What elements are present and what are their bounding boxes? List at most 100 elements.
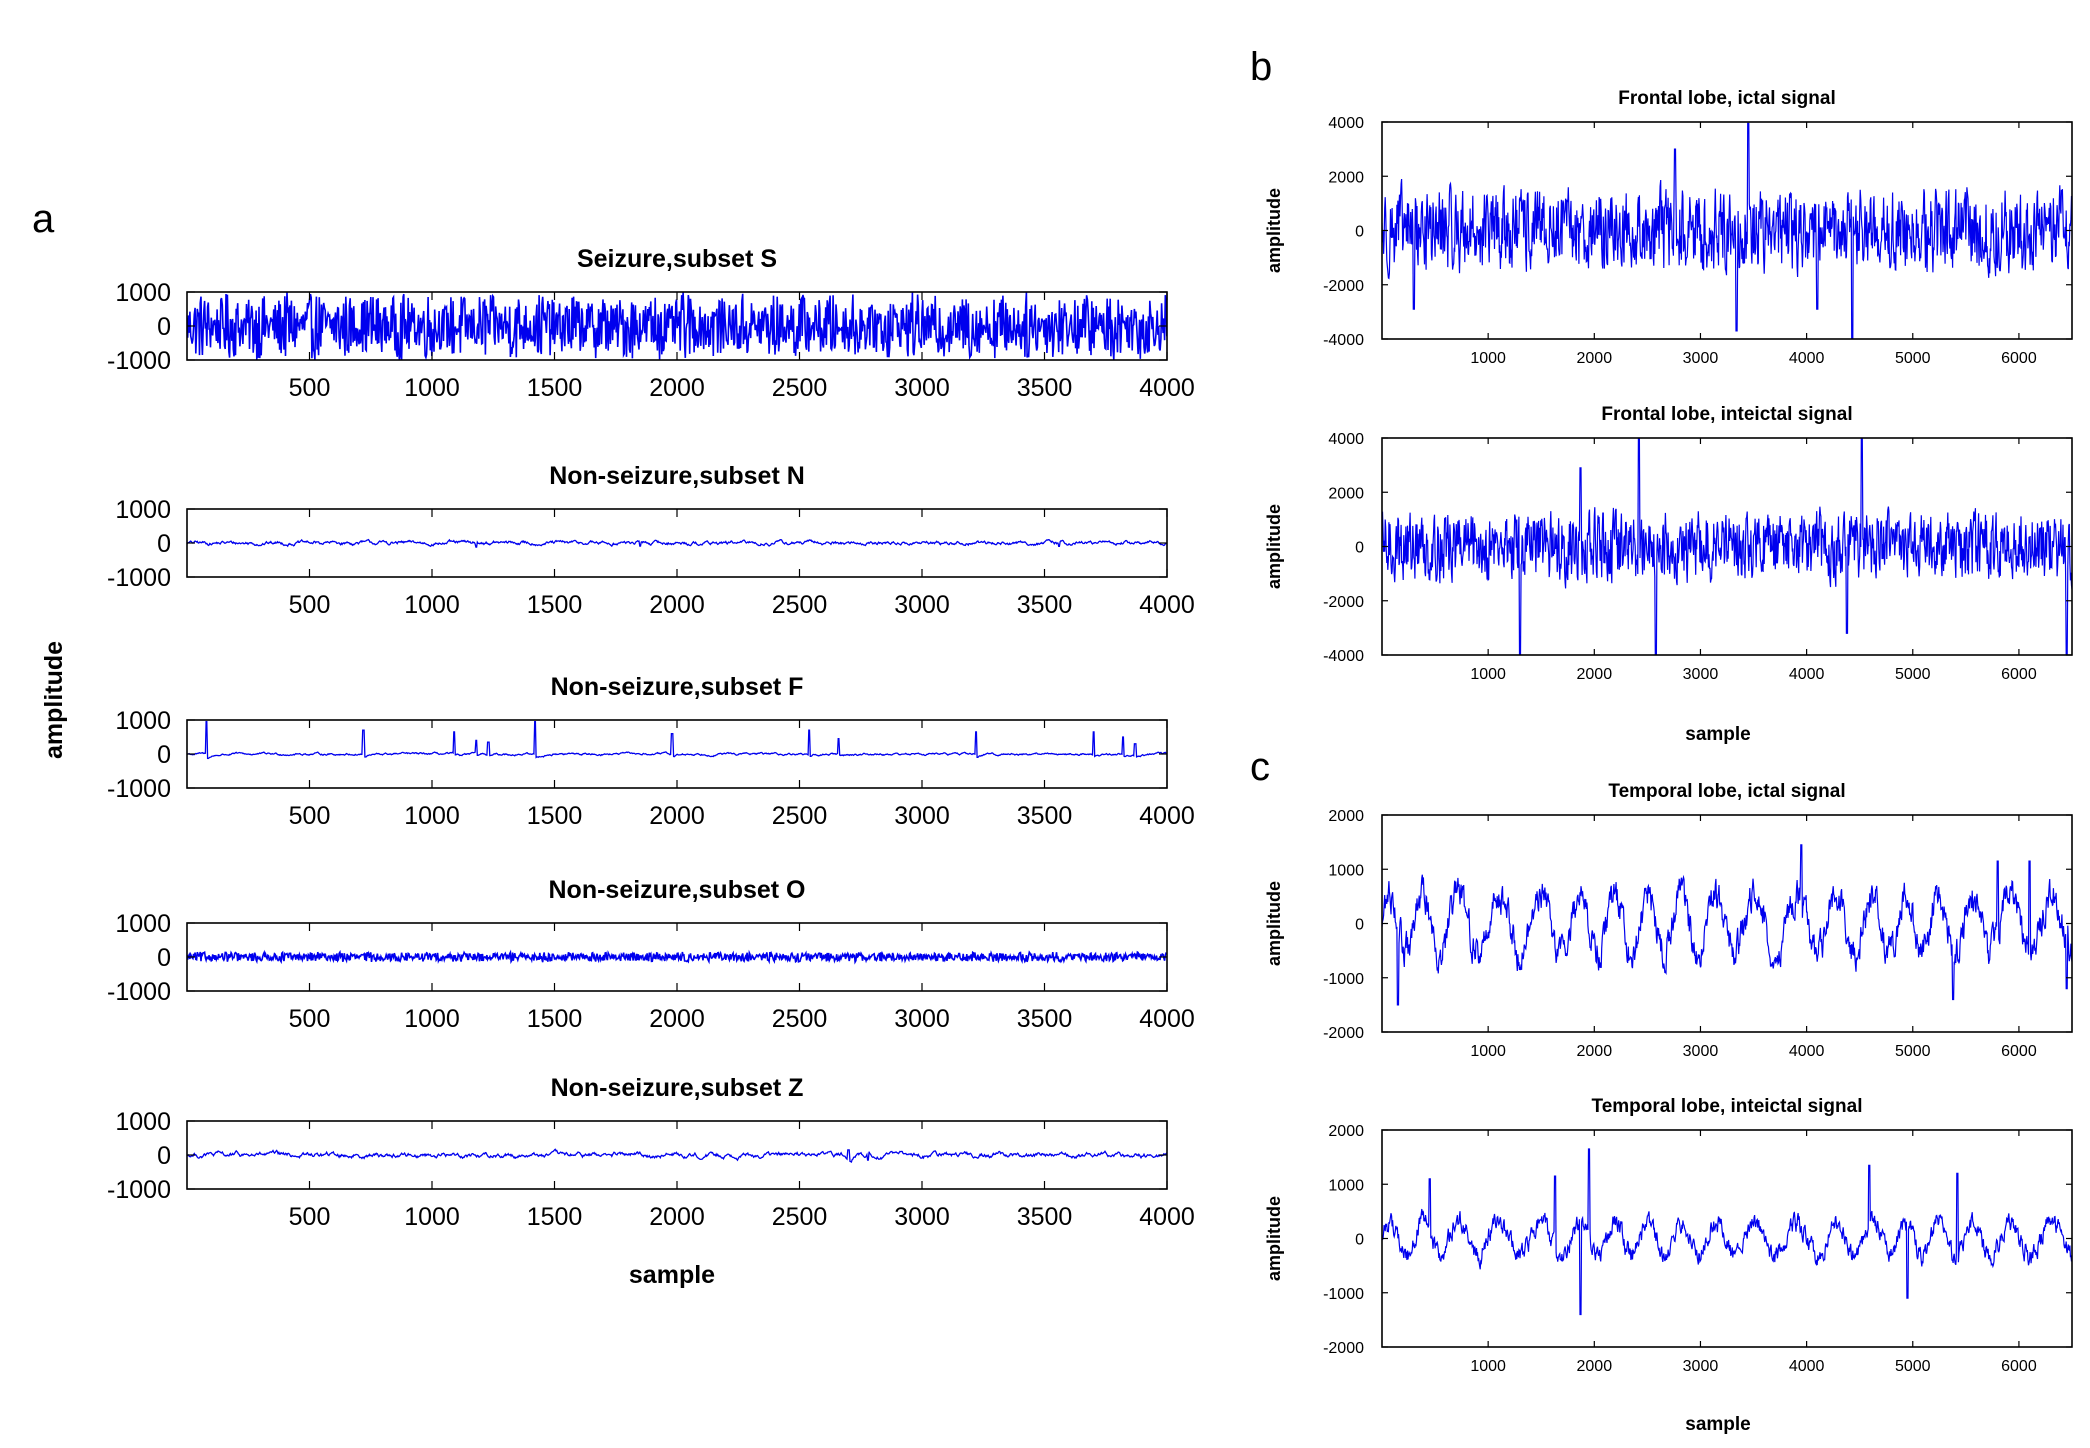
ytick-label-a3-1: 0 xyxy=(157,741,171,769)
xtick-label-b2-2: 3000 xyxy=(1683,666,1719,683)
xtick-label-a5-5: 3000 xyxy=(894,1203,950,1231)
axes-layer: 500 1000 1500 2000 2500 3000 3500 4000 1000 0 -100… xyxy=(107,88,2073,1375)
trace-b1 xyxy=(1382,122,2072,339)
ytick-label-b1-2: 0 xyxy=(1355,224,1364,241)
xtick-label-b1-0: 1000 xyxy=(1470,350,1506,367)
panel-a-ylabel: amplitude xyxy=(40,641,68,759)
xtick-label-c2-1: 2000 xyxy=(1577,1358,1613,1375)
xtick-label-b1-3: 4000 xyxy=(1789,350,1825,367)
xtick-label-a3-3: 2000 xyxy=(649,802,705,830)
xtick-label-a3-5: 3000 xyxy=(894,802,950,830)
ytick-label-c1-1: 1000 xyxy=(1328,862,1364,879)
xtick-label-c1-3: 4000 xyxy=(1789,1043,1825,1060)
ytick-label-a3-0: 1000 xyxy=(115,707,171,735)
ytick-label-a1-2: -1000 xyxy=(107,347,171,375)
xtick-label-c1-0: 1000 xyxy=(1470,1043,1506,1060)
xtick-label-a2-4: 2500 xyxy=(772,591,828,619)
ytick-label-b1-4: -4000 xyxy=(1323,332,1364,349)
ytick-label-b1-1: 2000 xyxy=(1328,169,1364,186)
ytick-label-a4-2: -1000 xyxy=(107,978,171,1006)
ytick-label-c2-0: 2000 xyxy=(1328,1123,1364,1140)
ytick-label-a2-1: 0 xyxy=(157,530,171,558)
xtick-label-a2-7: 4000 xyxy=(1139,591,1195,619)
ytick-label-b1-3: -2000 xyxy=(1323,278,1364,295)
ytick-label-a4-1: 0 xyxy=(157,944,171,972)
xtick-label-b1-2: 3000 xyxy=(1683,350,1719,367)
ytick-label-a5-1: 0 xyxy=(157,1142,171,1170)
xtick-label-a4-7: 4000 xyxy=(1139,1005,1195,1033)
subplot-a3: 500 1000 1500 2000 2500 3000 3500 4000 1000 0 -100… xyxy=(107,673,1195,830)
panel-b-xlabel: sample xyxy=(1685,724,1750,745)
trace-a3 xyxy=(187,721,1167,760)
ytick-label-c1-3: -1000 xyxy=(1323,971,1364,988)
xtick-label-c2-3: 4000 xyxy=(1789,1358,1825,1375)
xtick-label-a2-6: 3500 xyxy=(1017,591,1073,619)
xtick-label-a2-1: 1000 xyxy=(404,591,460,619)
xtick-label-a3-4: 2500 xyxy=(772,802,828,830)
ytick-label-b1-0: 4000 xyxy=(1328,115,1364,132)
xtick-label-a1-7: 4000 xyxy=(1139,374,1195,402)
xtick-label-c1-5: 6000 xyxy=(2001,1043,2037,1060)
xtick-label-a1-2: 1500 xyxy=(527,374,583,402)
ytick-label-c1-4: -2000 xyxy=(1323,1025,1364,1042)
xtick-label-a5-7: 4000 xyxy=(1139,1203,1195,1231)
xtick-label-a1-0: 500 xyxy=(289,374,331,402)
ytick-label-a1-1: 0 xyxy=(157,313,171,341)
subplot-a1: 500 1000 1500 2000 2500 3000 3500 4000 1000 0 -100… xyxy=(107,245,1195,402)
ytick-label-a1-0: 1000 xyxy=(115,279,171,307)
title-a5: Non-seizure,subset Z xyxy=(551,1074,804,1102)
ytick-label-c2-2: 0 xyxy=(1355,1232,1364,1249)
xtick-label-a1-4: 2500 xyxy=(772,374,828,402)
xtick-label-a4-0: 500 xyxy=(289,1005,331,1033)
xtick-label-b2-3: 4000 xyxy=(1789,666,1825,683)
ytick-label-b2-3: -2000 xyxy=(1323,594,1364,611)
xtick-label-c2-4: 5000 xyxy=(1895,1358,1931,1375)
ylabel-c2: amplitude xyxy=(1264,1196,1284,1281)
title-b2: Frontal lobe, inteictal signal xyxy=(1601,404,1852,425)
trace-c1 xyxy=(1382,844,2072,1006)
xtick-label-a2-3: 2000 xyxy=(649,591,705,619)
ytick-label-c1-0: 2000 xyxy=(1328,808,1364,825)
xtick-label-a1-5: 3000 xyxy=(894,374,950,402)
xtick-label-a5-1: 1000 xyxy=(404,1203,460,1231)
xtick-label-b1-5: 6000 xyxy=(2001,350,2037,367)
xtick-label-a2-0: 500 xyxy=(289,591,331,619)
ytick-label-c1-2: 0 xyxy=(1355,917,1364,934)
trace-a5 xyxy=(187,1148,1167,1163)
ytick-label-b2-1: 2000 xyxy=(1328,485,1364,502)
subplot-b1: 1000 2000 3000 4000 5000 6000 4000 2000 0 -2000 -4… xyxy=(1264,88,2073,367)
title-a3: Non-seizure,subset F xyxy=(551,673,804,701)
trace-a2 xyxy=(187,538,1167,548)
trace-a1 xyxy=(187,292,1167,360)
xtick-label-b2-0: 1000 xyxy=(1470,666,1506,683)
panel-letter-c: c xyxy=(1250,745,1270,789)
xtick-label-a4-4: 2500 xyxy=(772,1005,828,1033)
panel-a-xlabel: sample xyxy=(629,1261,715,1289)
xtick-label-a4-1: 1000 xyxy=(404,1005,460,1033)
xtick-label-a1-6: 3500 xyxy=(1017,374,1073,402)
xtick-label-a2-2: 1500 xyxy=(527,591,583,619)
xtick-label-a3-2: 1500 xyxy=(527,802,583,830)
subplot-a4: 500 1000 1500 2000 2500 3000 3500 4000 1000 0 -100… xyxy=(107,876,1195,1033)
xtick-label-a1-3: 2000 xyxy=(649,374,705,402)
subplot-b2: 1000 2000 3000 4000 5000 6000 4000 2000 0 -2000 -4… xyxy=(1264,404,2073,683)
trace-a4 xyxy=(187,949,1167,965)
panel-c-xlabel: sample xyxy=(1685,1414,1750,1435)
xtick-label-c1-1: 2000 xyxy=(1577,1043,1613,1060)
xtick-label-a4-6: 3500 xyxy=(1017,1005,1073,1033)
xtick-label-a5-2: 1500 xyxy=(527,1203,583,1231)
title-a4: Non-seizure,subset O xyxy=(549,876,806,904)
xtick-label-a4-2: 1500 xyxy=(527,1005,583,1033)
xtick-label-a5-3: 2000 xyxy=(649,1203,705,1231)
xtick-label-a4-3: 2000 xyxy=(649,1005,705,1033)
ytick-label-a3-2: -1000 xyxy=(107,775,171,803)
xtick-label-a2-5: 3000 xyxy=(894,591,950,619)
frame-a5 xyxy=(186,1120,1168,1190)
xtick-label-b1-1: 2000 xyxy=(1577,350,1613,367)
xtick-label-b2-4: 5000 xyxy=(1895,666,1931,683)
ytick-label-a2-0: 1000 xyxy=(115,496,171,524)
xtick-label-a5-0: 500 xyxy=(289,1203,331,1231)
xtick-label-c1-2: 3000 xyxy=(1683,1043,1719,1060)
title-a1: Seizure,subset S xyxy=(577,245,777,273)
xtick-label-a1-1: 1000 xyxy=(404,374,460,402)
